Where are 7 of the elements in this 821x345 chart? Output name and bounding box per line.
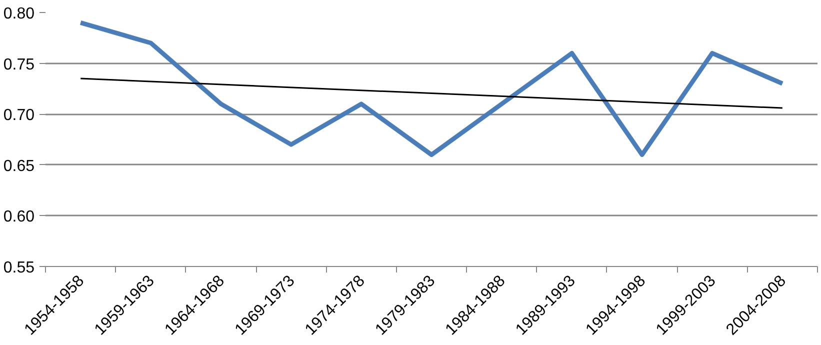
y-tick-label: 0.60: [3, 208, 35, 226]
y-tick-label: 0.70: [3, 107, 35, 124]
y-tick-label: 0.80: [3, 6, 35, 22]
line-series: [78, 20, 785, 157]
y-tick-label: 0.65: [3, 158, 35, 175]
y-tick-label: 0.75: [3, 56, 35, 74]
y-tick-label: 0.55: [3, 260, 35, 276]
